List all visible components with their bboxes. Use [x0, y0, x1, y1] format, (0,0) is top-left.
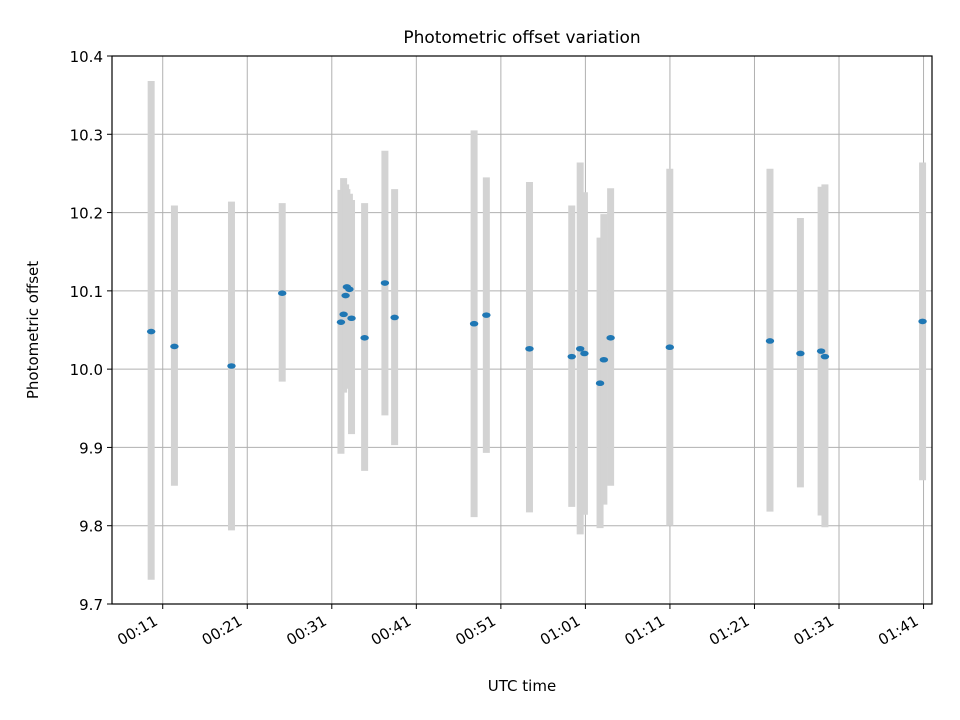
data-point: [360, 335, 369, 341]
data-point: [918, 318, 927, 325]
data-point: [390, 314, 399, 321]
data-point: [816, 348, 826, 354]
y-tick-label: 9.8: [79, 518, 103, 536]
data-point: [336, 319, 346, 325]
data-point: [567, 353, 576, 360]
data-point: [170, 343, 179, 350]
data-point: [580, 350, 589, 357]
data-point: [347, 315, 356, 322]
y-tick-label: 10.0: [70, 361, 103, 379]
data-point: [606, 335, 615, 341]
data-point: [595, 380, 605, 387]
data-point: [482, 312, 491, 318]
data-point: [525, 345, 534, 352]
data-point: [820, 353, 830, 360]
chart-title: Photometric offset variation: [403, 28, 640, 48]
data-point: [227, 363, 236, 369]
data-point: [341, 292, 350, 299]
data-point: [796, 350, 805, 357]
y-tick-label: 10.4: [70, 48, 103, 66]
y-tick-label: 9.9: [79, 439, 103, 457]
plot-frame: [111, 55, 933, 605]
data-point: [575, 345, 585, 352]
data-point: [277, 290, 287, 297]
data-markers: [146, 280, 927, 387]
data-point: [469, 320, 479, 327]
data-point: [345, 286, 354, 293]
data-point: [599, 356, 609, 363]
data-point: [665, 344, 674, 351]
y-tick-label: 9.7: [79, 596, 103, 614]
y-tick-label: 10.3: [70, 126, 103, 144]
y-tick-label: 10.1: [70, 283, 103, 301]
y-axis-label: Photometric offset: [24, 261, 42, 399]
data-point: [339, 311, 348, 318]
data-point: [146, 328, 156, 335]
y-tick-label: 10.2: [70, 205, 103, 223]
data-point: [380, 280, 390, 286]
x-axis-label: UTC time: [488, 677, 556, 695]
y-axis-ticks: 9.7 9.8 9.9 10.0 10.1 10.2 10.3 10.4: [70, 48, 112, 614]
data-point: [765, 338, 775, 344]
